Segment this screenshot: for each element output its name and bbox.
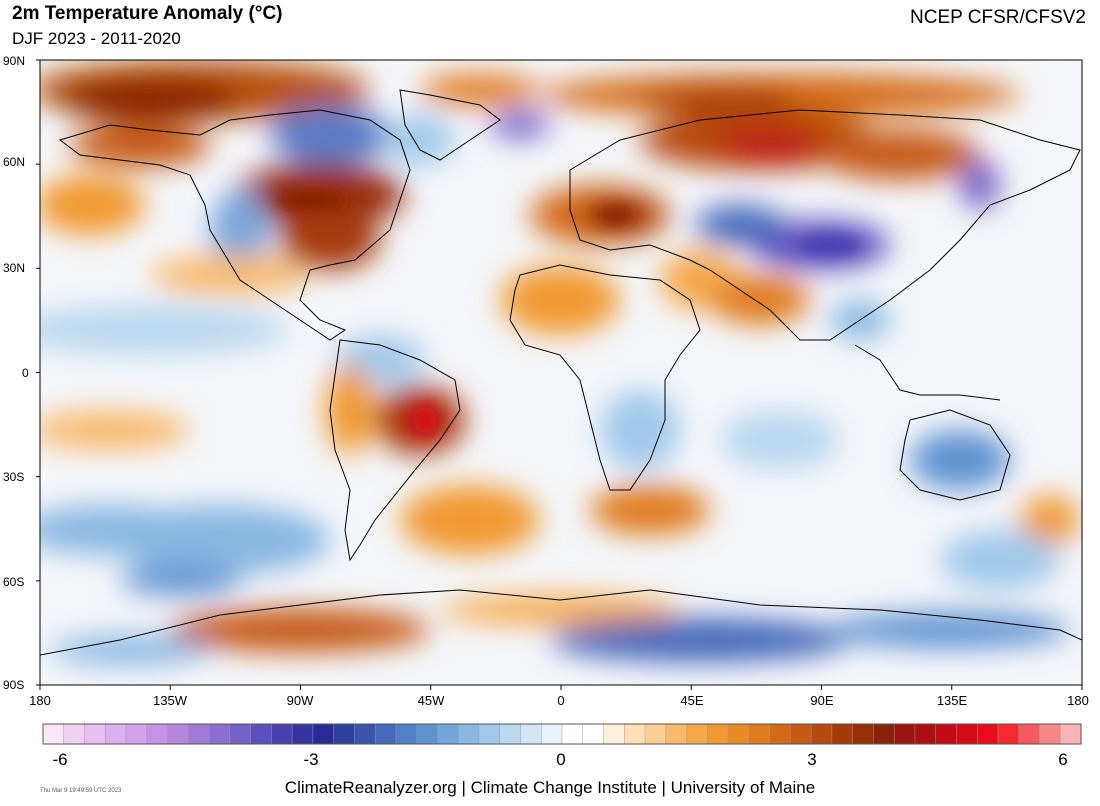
lon-label-180e: 180 — [1067, 693, 1089, 708]
colorbar-swatch — [42, 723, 65, 745]
colorbar-swatch — [208, 723, 231, 745]
colorbar-swatch — [810, 723, 833, 745]
colorbar-label-minus6: -6 — [52, 750, 68, 769]
colorbar-swatch — [769, 723, 791, 745]
colorbar-swatch — [790, 723, 812, 745]
colorbar-swatch — [603, 723, 625, 745]
lat-label-90n: 90N — [3, 54, 26, 68]
colorbar — [42, 723, 1082, 745]
colorbar-swatch — [644, 723, 667, 745]
lon-label-45e: 45E — [680, 693, 704, 708]
colorbar-swatch — [1018, 723, 1041, 745]
colorbar-swatch — [976, 723, 999, 745]
colorbar-frame — [42, 723, 1082, 745]
colorbar-swatch — [229, 723, 252, 745]
colorbar-swatch — [520, 723, 542, 745]
lat-label-30s: 30S — [3, 470, 25, 484]
colorbar-swatch — [125, 723, 148, 745]
colorbar-swatch — [105, 723, 127, 745]
latitude-ticks — [36, 59, 40, 686]
colorbar-swatch — [956, 723, 978, 745]
lat-label-60n: 60N — [3, 155, 26, 169]
data-source-label: NCEP CFSR/CFSV2 — [910, 7, 1086, 28]
colorbar-swatch — [395, 723, 418, 745]
lat-label-90s: 90S — [3, 678, 25, 692]
colorbar-swatch — [831, 723, 854, 745]
colorbar-swatch — [707, 723, 729, 745]
colorbar-swatch — [582, 723, 605, 745]
colorbar-swatch — [1059, 723, 1082, 745]
colorbar-swatch — [416, 723, 438, 745]
lon-label-45w: 45W — [417, 693, 445, 708]
anomaly-field — [40, 60, 1082, 685]
colorbar-swatch — [333, 723, 355, 745]
colorbar-swatch — [686, 723, 708, 745]
colorbar-label-6: 6 — [1058, 750, 1068, 769]
colorbar-swatch — [457, 723, 480, 745]
colorbar-swatch — [852, 723, 874, 745]
lon-label-90e: 90E — [810, 693, 834, 708]
map-title: 2m Temperature Anomaly (°C) — [12, 3, 283, 24]
colorbar-swatch — [499, 723, 522, 745]
colorbar-swatch — [63, 723, 86, 745]
coastlines — [40, 89, 1082, 656]
lon-label-180w: 180 — [29, 693, 51, 708]
colorbar-swatch — [873, 723, 895, 745]
colorbar-swatch — [437, 723, 459, 745]
colorbar-label-minus3: -3 — [303, 750, 319, 769]
colorbar-swatch — [935, 723, 957, 745]
colorbar-swatch — [893, 723, 916, 745]
colorbar-swatch — [665, 723, 688, 745]
map-subtitle: DJF 2023 - 2011-2020 — [12, 29, 181, 48]
colorbar-swatch — [914, 723, 937, 745]
lon-label-135e: 135E — [936, 693, 968, 708]
colorbar-label-3: 3 — [807, 750, 817, 769]
colorbar-swatch — [167, 723, 189, 745]
lat-label-60s: 60S — [3, 575, 25, 589]
colorbar-swatch — [271, 723, 293, 745]
colorbar-swatch — [354, 723, 376, 745]
generated-timestamp: Thu Mar 9 19:49:59 UTC 2023 — [40, 788, 122, 794]
colorbar-swatch — [291, 723, 314, 745]
colorbar-swatch — [84, 723, 106, 745]
colorbar-swatch — [146, 723, 169, 745]
colorbar-swatch — [624, 723, 646, 745]
colorbar-label-0: 0 — [556, 750, 566, 769]
colorbar-swatch — [997, 723, 1020, 745]
colorbar-swatch — [561, 723, 584, 745]
colorbar-swatch — [748, 723, 771, 745]
colorbar-swatch — [540, 723, 563, 745]
colorbar-swatch — [478, 723, 501, 745]
credits-line: ClimateReanalyzer.org | Climate Change I… — [284, 778, 816, 797]
lon-label-135w: 135W — [153, 693, 187, 708]
colorbar-swatch — [374, 723, 397, 745]
lon-label-0: 0 — [557, 693, 565, 708]
longitude-ticks — [39, 685, 1083, 690]
colorbar-swatch — [312, 723, 335, 745]
lat-label-equator: 0 — [22, 366, 29, 380]
colorbar-swatch — [250, 723, 272, 745]
lon-label-90w: 90W — [286, 693, 314, 708]
colorbar-swatch — [188, 723, 210, 745]
colorbar-swatch — [727, 723, 750, 745]
colorbar-swatch — [1039, 723, 1061, 745]
lat-label-30n: 30N — [3, 261, 26, 275]
